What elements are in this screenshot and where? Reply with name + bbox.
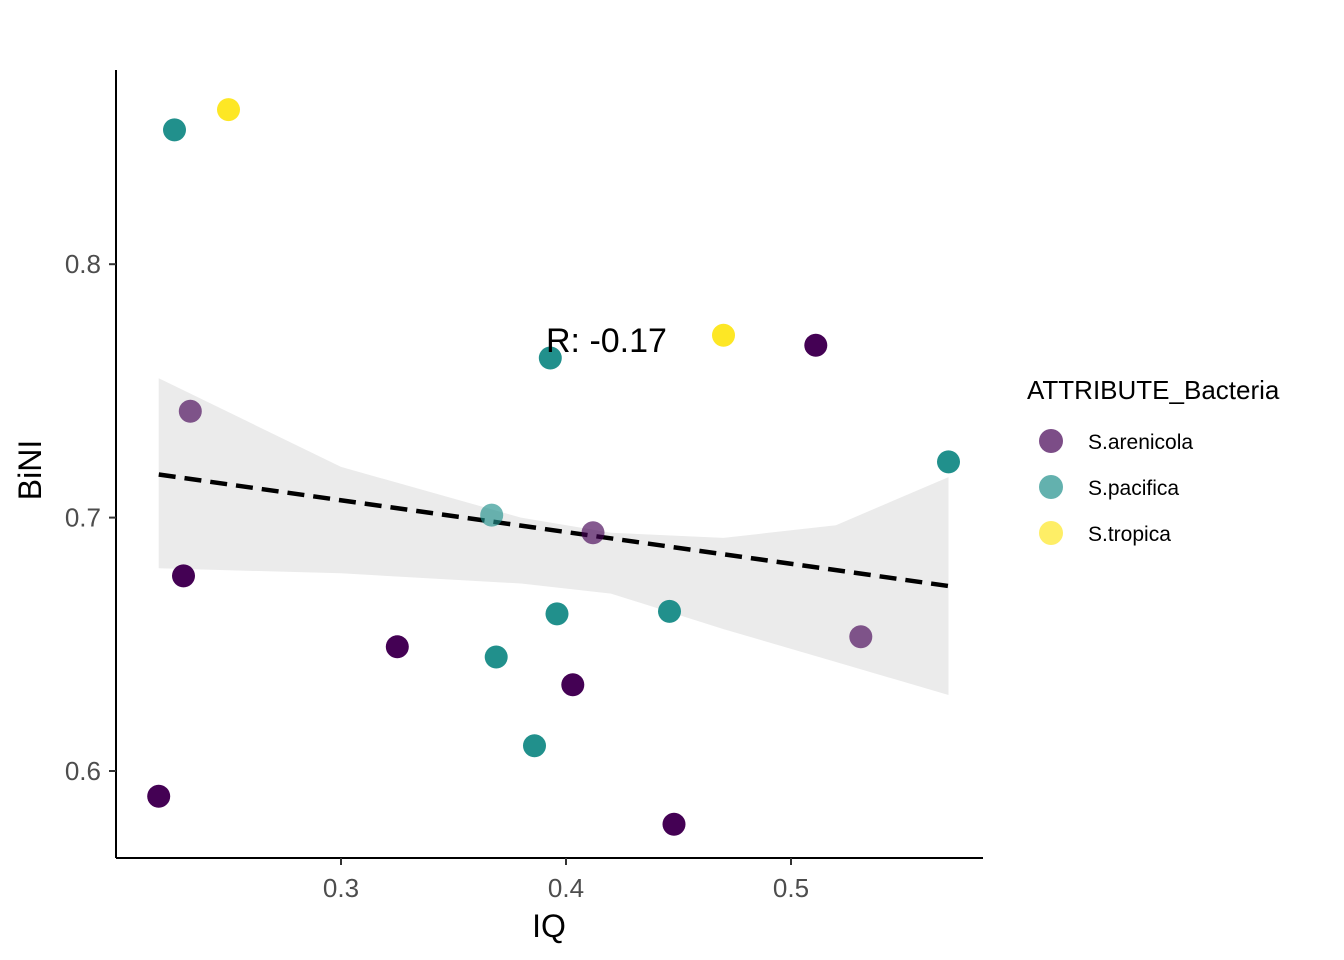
y-tick-label: 0.8 [65, 249, 101, 279]
point-s-arenicola [561, 673, 585, 697]
point-s-arenicola [581, 521, 605, 545]
x-tick-label: 0.5 [773, 873, 809, 903]
point-s-pacifica [658, 599, 681, 623]
legend-label-s-arenicola: S.arenicola [1088, 431, 1193, 454]
x-axis-title: IQ [532, 908, 566, 944]
point-s-pacifica [545, 602, 569, 626]
legend-label-s-pacifica: S.pacifica [1088, 477, 1179, 500]
point-s-pacifica [538, 346, 562, 370]
point-s-arenicola [178, 399, 202, 423]
data-points-layer [147, 98, 960, 836]
legend-key-s-arenicola [1039, 429, 1063, 453]
legend-key-s-tropica [1039, 521, 1063, 545]
legend-title: ATTRIBUTE_Bacteria [1027, 375, 1280, 405]
point-s-pacifica [523, 734, 546, 758]
axes-layer: 0.3 0.4 0.5 0.6 0.7 0.8 [65, 70, 983, 903]
x-tick-label: 0.4 [548, 873, 584, 903]
point-s-arenicola [385, 635, 409, 659]
point-s-pacifica [163, 118, 186, 142]
point-s-pacifica [484, 645, 508, 669]
point-s-tropica [712, 323, 735, 347]
confidence-band [158, 378, 949, 695]
legend-label-s-tropica: S.tropica [1088, 523, 1171, 546]
correlation-annotation: R: -0.17 [546, 322, 667, 360]
y-tick-label: 0.7 [65, 503, 101, 533]
regression-line [158, 472, 949, 589]
point-s-arenicola [662, 812, 686, 836]
point-s-arenicola [147, 784, 171, 808]
legend-key-s-pacifica [1039, 475, 1063, 499]
point-s-arenicola [804, 333, 828, 357]
y-axis-title: BiNI [12, 440, 48, 500]
y-tick-label: 0.6 [65, 756, 101, 786]
point-s-arenicola [172, 564, 195, 588]
point-s-pacifica [480, 503, 504, 527]
point-s-arenicola [849, 625, 873, 649]
point-s-pacifica [937, 450, 960, 474]
confidence-band-layer [158, 378, 949, 695]
regression-line-layer [158, 472, 949, 589]
point-s-tropica [217, 98, 240, 122]
legend: ATTRIBUTE_Bacteria S.arenicola S.pacifica… [1027, 375, 1280, 546]
x-tick-label: 0.3 [323, 873, 359, 903]
